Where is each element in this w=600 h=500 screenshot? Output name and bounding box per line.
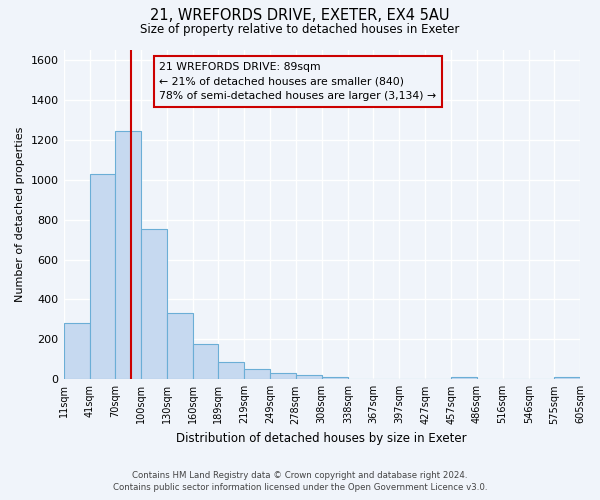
Bar: [554, 378, 580, 380]
Bar: [167, 314, 193, 380]
Bar: [218, 362, 244, 380]
Bar: [193, 344, 218, 380]
Bar: [89, 174, 115, 380]
Y-axis label: Number of detached properties: Number of detached properties: [15, 127, 25, 302]
Bar: [64, 324, 89, 380]
Text: Contains HM Land Registry data © Crown copyright and database right 2024.
Contai: Contains HM Land Registry data © Crown c…: [113, 471, 487, 492]
Bar: [271, 374, 296, 380]
Bar: [141, 228, 167, 380]
Text: 21 WREFORDS DRIVE: 89sqm
← 21% of detached houses are smaller (840)
78% of semi-: 21 WREFORDS DRIVE: 89sqm ← 21% of detach…: [159, 62, 436, 101]
Bar: [296, 376, 322, 380]
Bar: [451, 378, 476, 380]
Bar: [322, 378, 348, 380]
Bar: [115, 131, 141, 380]
Bar: [244, 370, 271, 380]
Text: Size of property relative to detached houses in Exeter: Size of property relative to detached ho…: [140, 22, 460, 36]
Text: 21, WREFORDS DRIVE, EXETER, EX4 5AU: 21, WREFORDS DRIVE, EXETER, EX4 5AU: [150, 8, 450, 22]
X-axis label: Distribution of detached houses by size in Exeter: Distribution of detached houses by size …: [176, 432, 467, 445]
